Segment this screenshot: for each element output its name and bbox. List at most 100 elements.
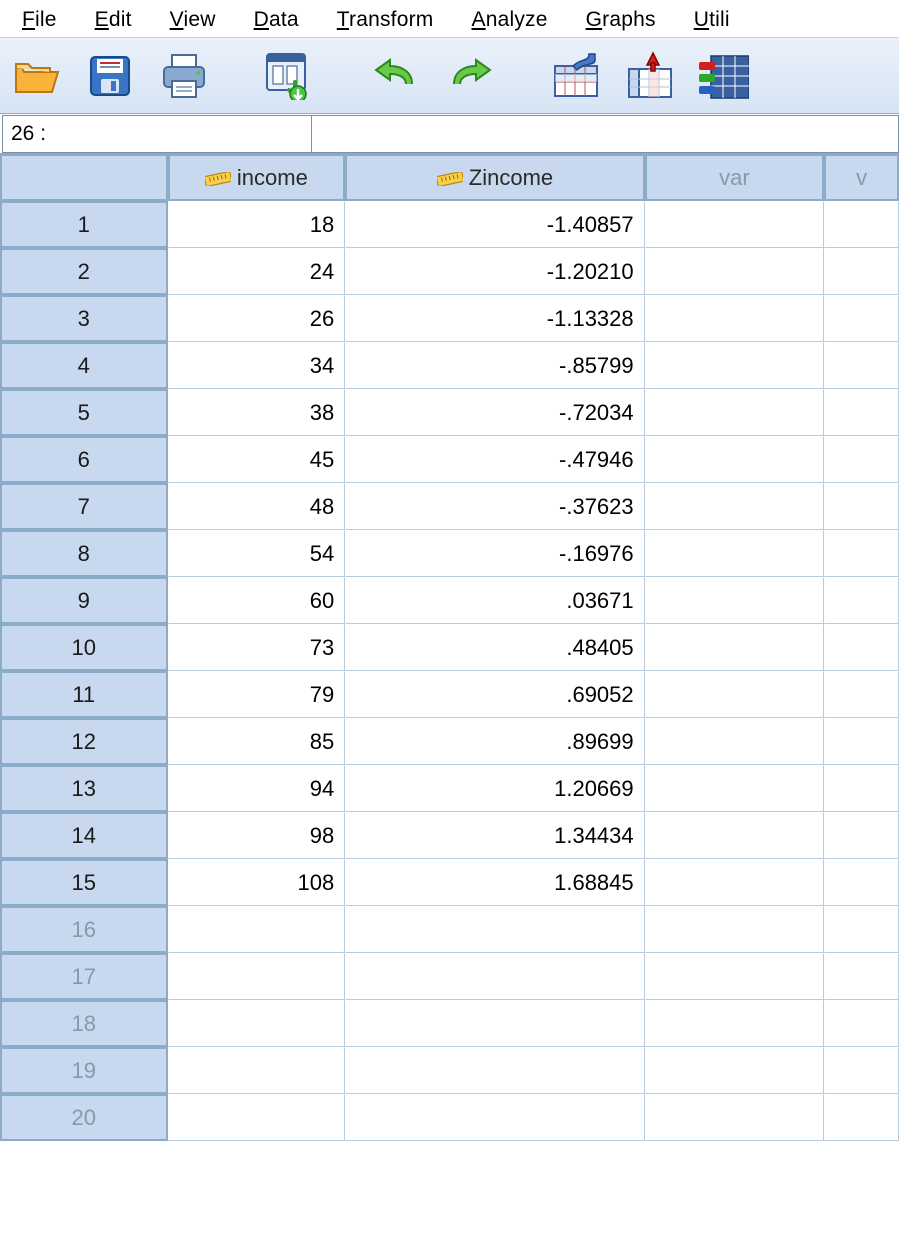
row-header[interactable]: 4 [0,342,168,389]
cell-zincome[interactable]: 1.68845 [345,859,644,906]
cell-income[interactable] [168,1000,346,1047]
row-header[interactable]: 20 [0,1094,168,1141]
cell-income[interactable]: 26 [168,295,346,342]
cell-var1[interactable] [645,765,825,812]
row-header[interactable]: 14 [0,812,168,859]
cell-income[interactable]: 38 [168,389,346,436]
row-header[interactable]: 19 [0,1047,168,1094]
cell-income[interactable]: 98 [168,812,346,859]
row-header[interactable]: 13 [0,765,168,812]
undo-icon[interactable] [368,48,424,104]
cell-reference-box[interactable]: 26 : [2,115,312,153]
cell-zincome[interactable]: .89699 [345,718,644,765]
row-header[interactable]: 5 [0,389,168,436]
row-header[interactable]: 11 [0,671,168,718]
cell-income[interactable]: 24 [168,248,346,295]
cell-var1[interactable] [645,671,825,718]
save-icon[interactable] [82,48,138,104]
cell-var1[interactable] [645,859,825,906]
cell-var1[interactable] [645,483,825,530]
cell-income[interactable] [168,1047,346,1094]
row-header[interactable]: 3 [0,295,168,342]
cell-zincome[interactable]: -.72034 [345,389,644,436]
cell-var2[interactable] [824,577,899,624]
row-header[interactable]: 10 [0,624,168,671]
cell-income[interactable]: 85 [168,718,346,765]
column-header-var1[interactable]: var [645,154,825,201]
cell-income[interactable]: 34 [168,342,346,389]
menu-transform[interactable]: Transform [319,0,454,37]
cell-var2[interactable] [824,201,899,248]
cell-var2[interactable] [824,389,899,436]
menu-utili[interactable]: Utili [676,0,750,37]
open-icon[interactable] [8,48,64,104]
cell-var1[interactable] [645,248,825,295]
cell-var1[interactable] [645,530,825,577]
cell-var1[interactable] [645,436,825,483]
row-header[interactable]: 9 [0,577,168,624]
column-header-var2[interactable]: v [824,154,899,201]
cell-zincome[interactable]: -1.13328 [345,295,644,342]
cell-var1[interactable] [645,812,825,859]
cell-var1[interactable] [645,624,825,671]
recall-dialog-icon[interactable] [262,48,318,104]
print-icon[interactable] [156,48,212,104]
cell-zincome[interactable] [345,1047,644,1094]
menu-data[interactable]: Data [236,0,319,37]
cell-var2[interactable] [824,342,899,389]
cell-var1[interactable] [645,201,825,248]
cell-var2[interactable] [824,671,899,718]
cell-var2[interactable] [824,718,899,765]
cell-income[interactable] [168,906,346,953]
cell-var2[interactable] [824,953,899,1000]
row-header[interactable]: 6 [0,436,168,483]
cell-var2[interactable] [824,530,899,577]
cell-var2[interactable] [824,436,899,483]
menu-view[interactable]: View [152,0,236,37]
cell-income[interactable]: 45 [168,436,346,483]
cell-zincome[interactable]: -1.20210 [345,248,644,295]
cell-zincome[interactable]: .03671 [345,577,644,624]
cell-income[interactable]: 60 [168,577,346,624]
cell-income[interactable]: 94 [168,765,346,812]
cell-var2[interactable] [824,1047,899,1094]
cell-income[interactable]: 79 [168,671,346,718]
cell-var1[interactable] [645,906,825,953]
row-header[interactable]: 1 [0,201,168,248]
menu-graphs[interactable]: Graphs [568,0,676,37]
goto-case-icon[interactable] [548,48,604,104]
cell-var2[interactable] [824,859,899,906]
menu-edit[interactable]: Edit [77,0,152,37]
cell-var1[interactable] [645,342,825,389]
cell-zincome[interactable]: 1.20669 [345,765,644,812]
row-header[interactable]: 8 [0,530,168,577]
cell-zincome[interactable]: -.37623 [345,483,644,530]
cell-income[interactable] [168,953,346,1000]
value-labels-icon[interactable] [696,48,752,104]
cell-var2[interactable] [824,483,899,530]
cell-income[interactable]: 108 [168,859,346,906]
goto-variable-icon[interactable] [622,48,678,104]
cell-var2[interactable] [824,624,899,671]
row-header[interactable]: 18 [0,1000,168,1047]
cell-zincome[interactable]: -.16976 [345,530,644,577]
cell-var2[interactable] [824,248,899,295]
menu-analyze[interactable]: Analyze [453,0,567,37]
cell-zincome[interactable]: .69052 [345,671,644,718]
cell-var1[interactable] [645,718,825,765]
cell-income[interactable]: 73 [168,624,346,671]
cell-var2[interactable] [824,1000,899,1047]
row-header[interactable]: 2 [0,248,168,295]
column-header-income[interactable]: income [168,154,346,201]
row-header[interactable]: 7 [0,483,168,530]
cell-var2[interactable] [824,765,899,812]
cell-income[interactable] [168,1094,346,1141]
cell-income[interactable]: 48 [168,483,346,530]
cell-var2[interactable] [824,295,899,342]
cell-zincome[interactable]: 1.34434 [345,812,644,859]
cell-zincome[interactable]: .48405 [345,624,644,671]
cell-zincome[interactable]: -1.40857 [345,201,644,248]
row-header[interactable]: 16 [0,906,168,953]
column-header-zincome[interactable]: Zincome [345,154,644,201]
row-header[interactable]: 12 [0,718,168,765]
